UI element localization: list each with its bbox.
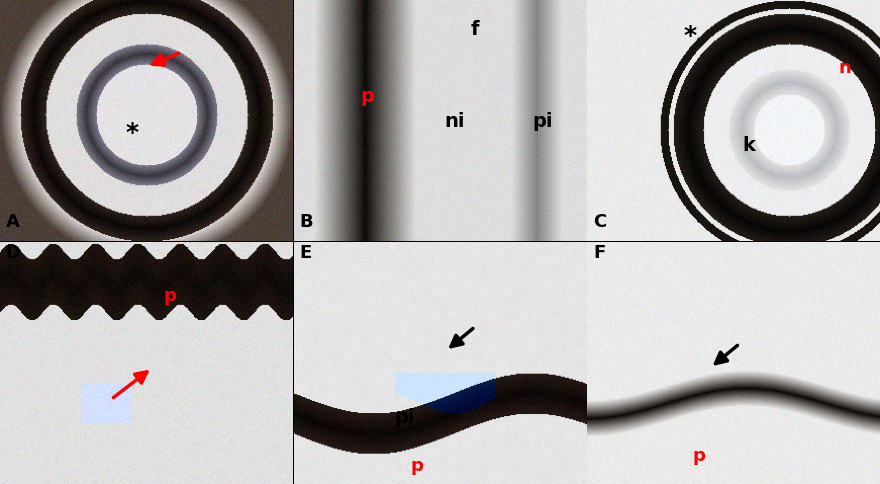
Text: E: E [299, 243, 312, 261]
Text: F: F [593, 243, 605, 261]
Text: n: n [839, 59, 851, 76]
Text: pi: pi [394, 407, 415, 426]
Text: p: p [360, 87, 374, 106]
Text: ni: ni [444, 111, 465, 130]
Text: p: p [410, 456, 423, 474]
Text: p: p [693, 446, 705, 464]
Text: *: * [125, 121, 138, 145]
Text: A: A [6, 213, 19, 231]
Text: pi: pi [532, 111, 553, 130]
Text: D: D [6, 243, 21, 261]
Text: B: B [299, 213, 313, 231]
Text: f: f [471, 19, 480, 38]
Text: k: k [742, 136, 755, 154]
Text: p: p [164, 287, 176, 304]
Text: C: C [593, 213, 606, 231]
Text: *: * [683, 24, 696, 48]
